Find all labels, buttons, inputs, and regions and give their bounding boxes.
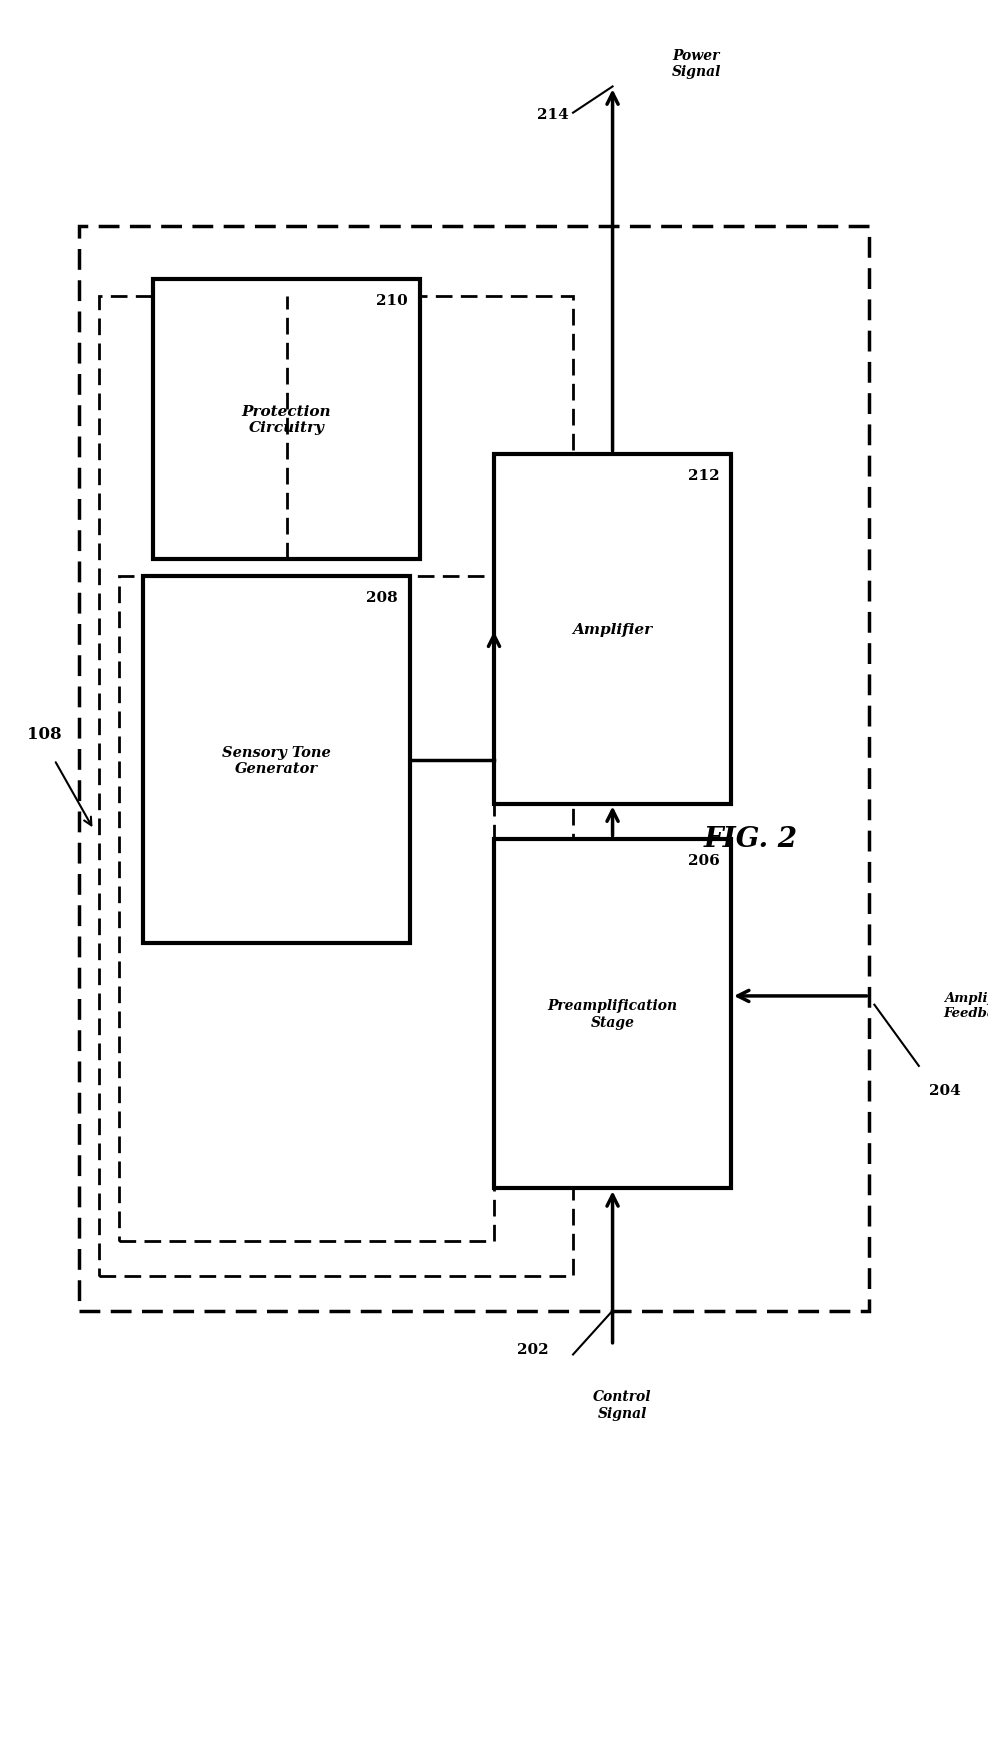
Text: 210: 210 [376, 294, 408, 308]
Text: 202: 202 [517, 1342, 548, 1356]
Text: 206: 206 [688, 853, 719, 867]
Text: Sensory Tone
Generator: Sensory Tone Generator [222, 745, 331, 776]
Text: FIG. 2: FIG. 2 [703, 825, 798, 853]
Text: 208: 208 [367, 591, 398, 605]
Text: Amplifier
Feedback: Amplifier Feedback [944, 991, 988, 1019]
Bar [153, 280, 420, 559]
Bar [494, 839, 731, 1189]
Text: Preamplification
Stage: Preamplification Stage [547, 998, 678, 1030]
Text: 108: 108 [27, 725, 62, 743]
Text: Protection
Circuitry: Protection Circuitry [242, 404, 331, 435]
Text: Control
Signal: Control Signal [593, 1390, 652, 1419]
Bar [99, 297, 573, 1276]
Text: 204: 204 [929, 1084, 960, 1098]
Bar [143, 577, 410, 944]
Text: 212: 212 [688, 468, 719, 482]
Bar [119, 577, 494, 1241]
Bar [494, 454, 731, 804]
Text: Power
Signal: Power Signal [672, 49, 721, 79]
Text: 214: 214 [537, 108, 569, 122]
Bar [79, 227, 869, 1311]
Text: Amplifier: Amplifier [572, 622, 653, 636]
